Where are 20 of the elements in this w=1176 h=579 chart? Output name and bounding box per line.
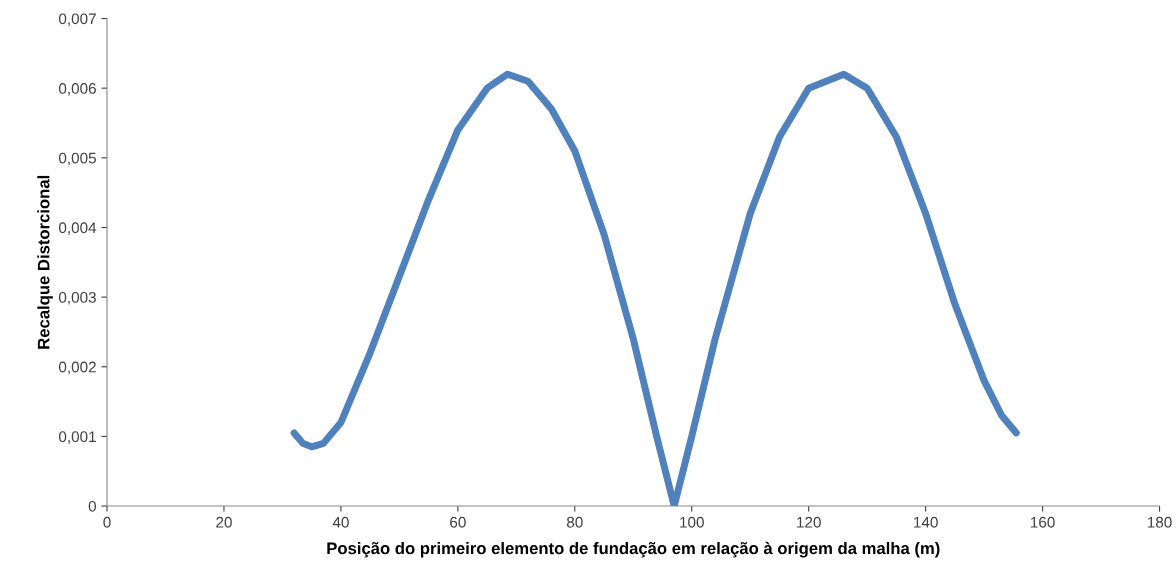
x-tick-label: 120	[797, 516, 821, 528]
x-tick-label: 140	[914, 516, 938, 528]
x-tick-label: 100	[680, 516, 704, 528]
x-tick-label: 160	[1031, 516, 1055, 528]
y-tick-label: 0,001	[58, 431, 96, 444]
y-tick-label: 0,004	[58, 222, 97, 235]
x-tick-label: 0	[103, 516, 111, 528]
x-tick-label: 20	[216, 516, 232, 528]
y-tick-label: 0,005	[58, 152, 96, 166]
y-axis-title: Recalque Distorcional	[37, 175, 53, 349]
x-axis-title: Posição do primeiro elemento de fundação em relação à origem da malha (m)	[327, 541, 940, 558]
x-tick-label: 80	[566, 516, 583, 528]
y-tick-label: 0	[88, 500, 96, 512]
y-tick-label: 0,006	[58, 83, 96, 96]
x-tick-label: 180	[1147, 516, 1172, 528]
x-tick-label: 60	[450, 516, 466, 528]
y-tick-label: 0,003	[58, 291, 96, 305]
y-tick-label: 0,002	[58, 361, 96, 375]
y-tick-label: 0,007	[58, 13, 96, 27]
x-tick-label: 40	[332, 516, 349, 528]
